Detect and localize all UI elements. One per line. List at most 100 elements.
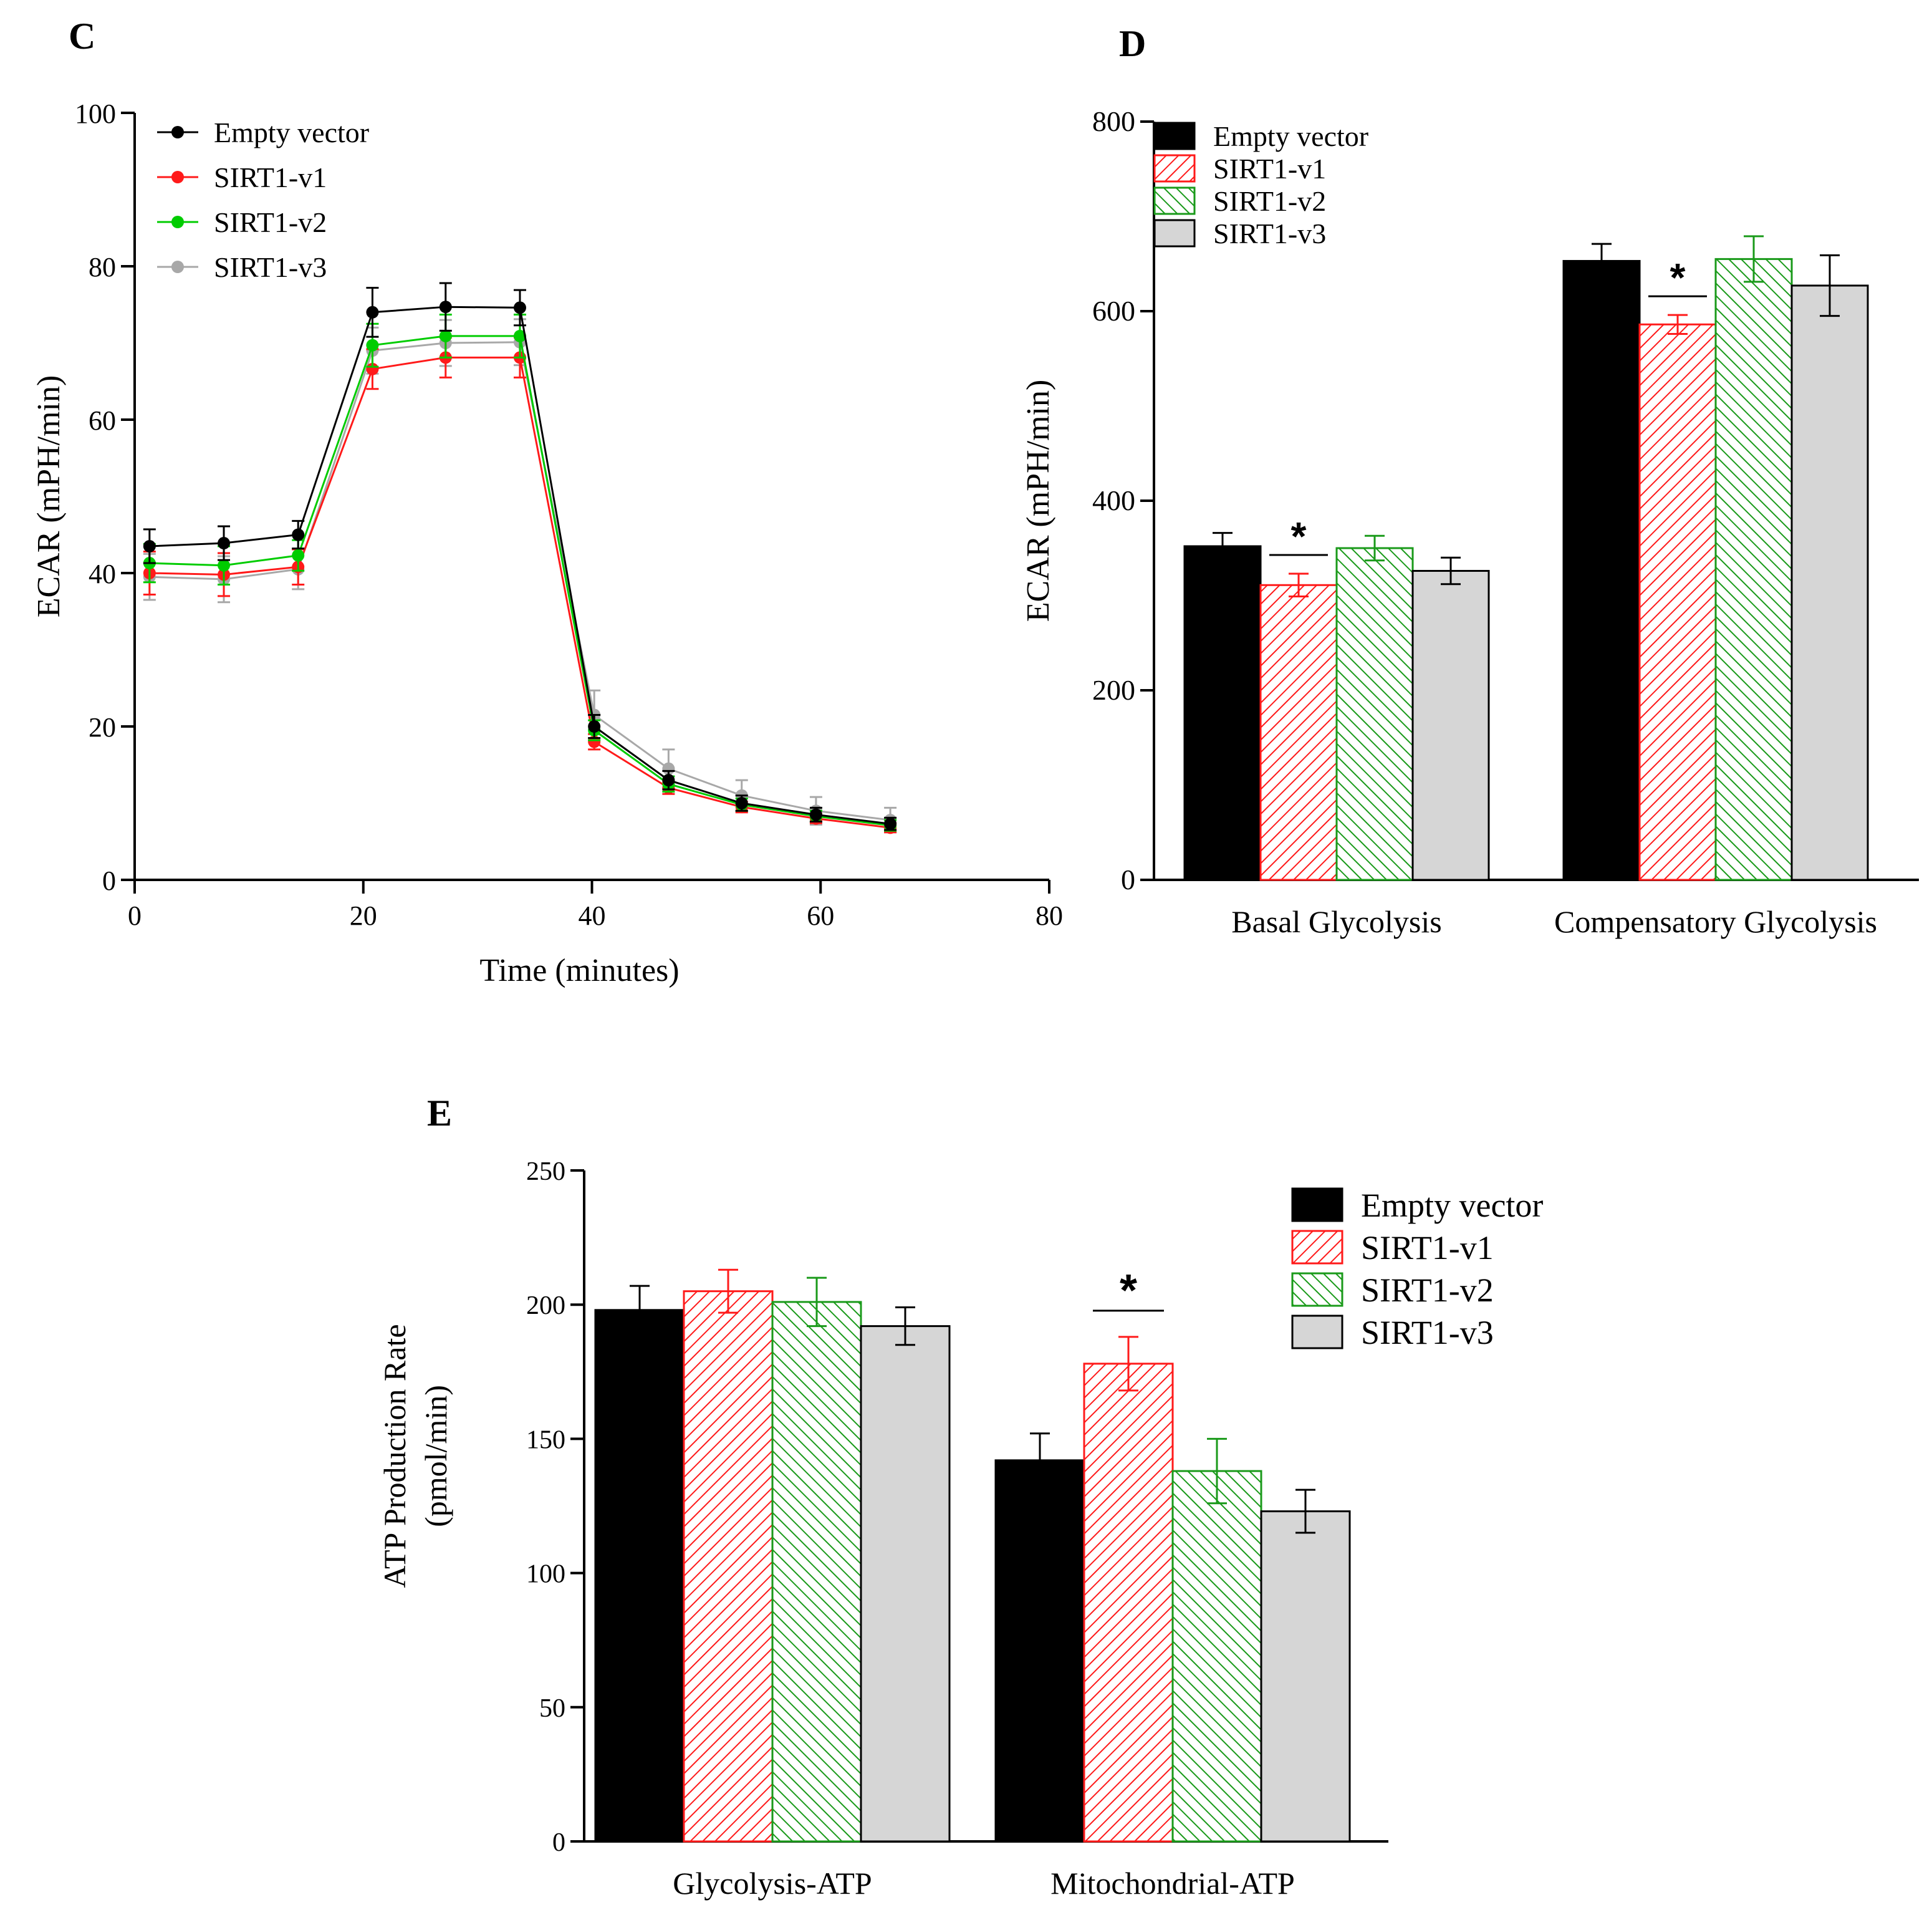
y-axis-label-line: ATP Production Rate (377, 1324, 412, 1588)
legend-label: Empty vector (1213, 120, 1368, 152)
series-sirt1-v3 (860, 1306, 1351, 1843)
legend-marker (171, 171, 184, 183)
series-line (149, 356, 891, 829)
x-tick-label: 20 (350, 900, 377, 931)
series-sirt1-v2 (143, 313, 897, 832)
data-point (662, 774, 675, 787)
legend-marker (171, 126, 184, 138)
y-tick-label: 400 (1092, 485, 1135, 516)
y-tick-label: 200 (1092, 674, 1135, 706)
data-point (513, 301, 526, 314)
bar (1260, 1510, 1351, 1843)
data-point (439, 329, 452, 342)
y-tick-label: 250 (526, 1157, 565, 1186)
data-point (588, 720, 601, 733)
data-point (439, 301, 452, 314)
y-tick-label: 0 (1121, 864, 1135, 895)
bar (1335, 547, 1414, 881)
category-label: Basal Glycolysis (1231, 904, 1441, 939)
category-label: Mitochondrial-ATP (1050, 1866, 1295, 1901)
legend-swatch (1153, 122, 1196, 150)
data-point (366, 306, 379, 319)
panel-label-c: C (69, 16, 95, 57)
series-sirt1-v2 (771, 1276, 1262, 1843)
y-tick-label: 0 (552, 1828, 565, 1857)
data-point (218, 559, 231, 572)
series-empty-vector (594, 1285, 1085, 1843)
legend-marker (171, 216, 184, 228)
y-tick-label: 20 (89, 712, 116, 743)
bar (1790, 284, 1869, 881)
bar (1259, 584, 1338, 881)
y-tick-label: 150 (526, 1425, 565, 1454)
data-point (735, 797, 748, 809)
data-point (513, 329, 526, 342)
bar (1411, 569, 1490, 881)
data-point (292, 528, 305, 541)
chart-d-bar: 0 200 400 600 800 Basal Glycolysis Compensator… (1021, 105, 1919, 939)
y-tick-label: 100 (75, 99, 116, 129)
x-axis-label: Time (minutes) (479, 953, 679, 988)
bar (860, 1325, 951, 1843)
data-point (218, 537, 231, 550)
y-axis-label: ECAR (mPH/min) (1021, 380, 1056, 622)
series-empty-vector (1183, 243, 1641, 881)
y-axis-label: ATP Production Rate (pmol/min) (377, 1324, 453, 1588)
y-tick-label: 0 (102, 866, 116, 896)
data-point (292, 549, 305, 562)
legend-swatch (1291, 1230, 1343, 1265)
y-tick-label: 200 (526, 1291, 565, 1320)
legend-label: Empty vector (214, 117, 369, 148)
legend-swatch (1153, 154, 1196, 183)
series-line (149, 341, 891, 821)
y-tick-label: 40 (89, 559, 116, 589)
data-point (809, 808, 822, 821)
y-tick-label: 800 (1092, 105, 1135, 137)
y-tick-label: 80 (89, 252, 116, 282)
bar (1183, 545, 1262, 881)
bar (1171, 1470, 1262, 1843)
legend-label: Empty vector (1361, 1187, 1543, 1224)
bar (1638, 323, 1717, 881)
chart-e-bar: 0 50 100 150 200 250 Glycolysis-ATP Mitochondri… (377, 1157, 1543, 1901)
legend-label: SIRT1-v1 (1361, 1229, 1494, 1266)
panel-label-e: E (427, 1093, 452, 1134)
legend-swatch (1153, 219, 1196, 248)
significance-star: * (1291, 514, 1307, 559)
legend-marker (171, 261, 184, 273)
legend-label: SIRT1-v3 (214, 251, 327, 283)
bar (1083, 1363, 1174, 1843)
x-tick-label: 0 (128, 900, 142, 931)
legend-label: SIRT1-v1 (214, 162, 327, 193)
series-sirt1-v3 (143, 318, 897, 834)
data-point (143, 539, 156, 552)
legend-label: SIRT1-v1 (1213, 153, 1326, 185)
series-empty-vector (143, 282, 897, 831)
bar (771, 1301, 862, 1843)
panel-label-d: D (1119, 23, 1146, 64)
legend-label: SIRT1-v2 (1361, 1271, 1494, 1309)
x-tick-label: 60 (807, 900, 834, 931)
y-axis-label-line: (pmol/min) (418, 1385, 453, 1527)
series-sirt1-v1 (1259, 314, 1717, 881)
y-tick-label: 600 (1092, 295, 1135, 327)
series-line (149, 335, 891, 827)
y-tick-label: 50 (539, 1694, 565, 1723)
legend-label: SIRT1-v3 (1361, 1314, 1494, 1351)
data-point (366, 339, 379, 352)
y-tick-label: 100 (526, 1560, 565, 1589)
legend-label: SIRT1-v2 (214, 206, 327, 238)
legend-label: SIRT1-v2 (1213, 185, 1326, 217)
legend-label: SIRT1-v3 (1213, 218, 1326, 249)
bar (594, 1309, 685, 1843)
x-tick-label: 40 (579, 900, 606, 931)
category-label: Glycolysis-ATP (673, 1866, 872, 1901)
data-point (884, 818, 897, 831)
series-sirt1-v1 (143, 336, 897, 834)
significance-star: * (1670, 255, 1686, 300)
legend-swatch (1291, 1187, 1343, 1222)
legend-swatch (1291, 1314, 1343, 1349)
bar (1714, 258, 1793, 881)
